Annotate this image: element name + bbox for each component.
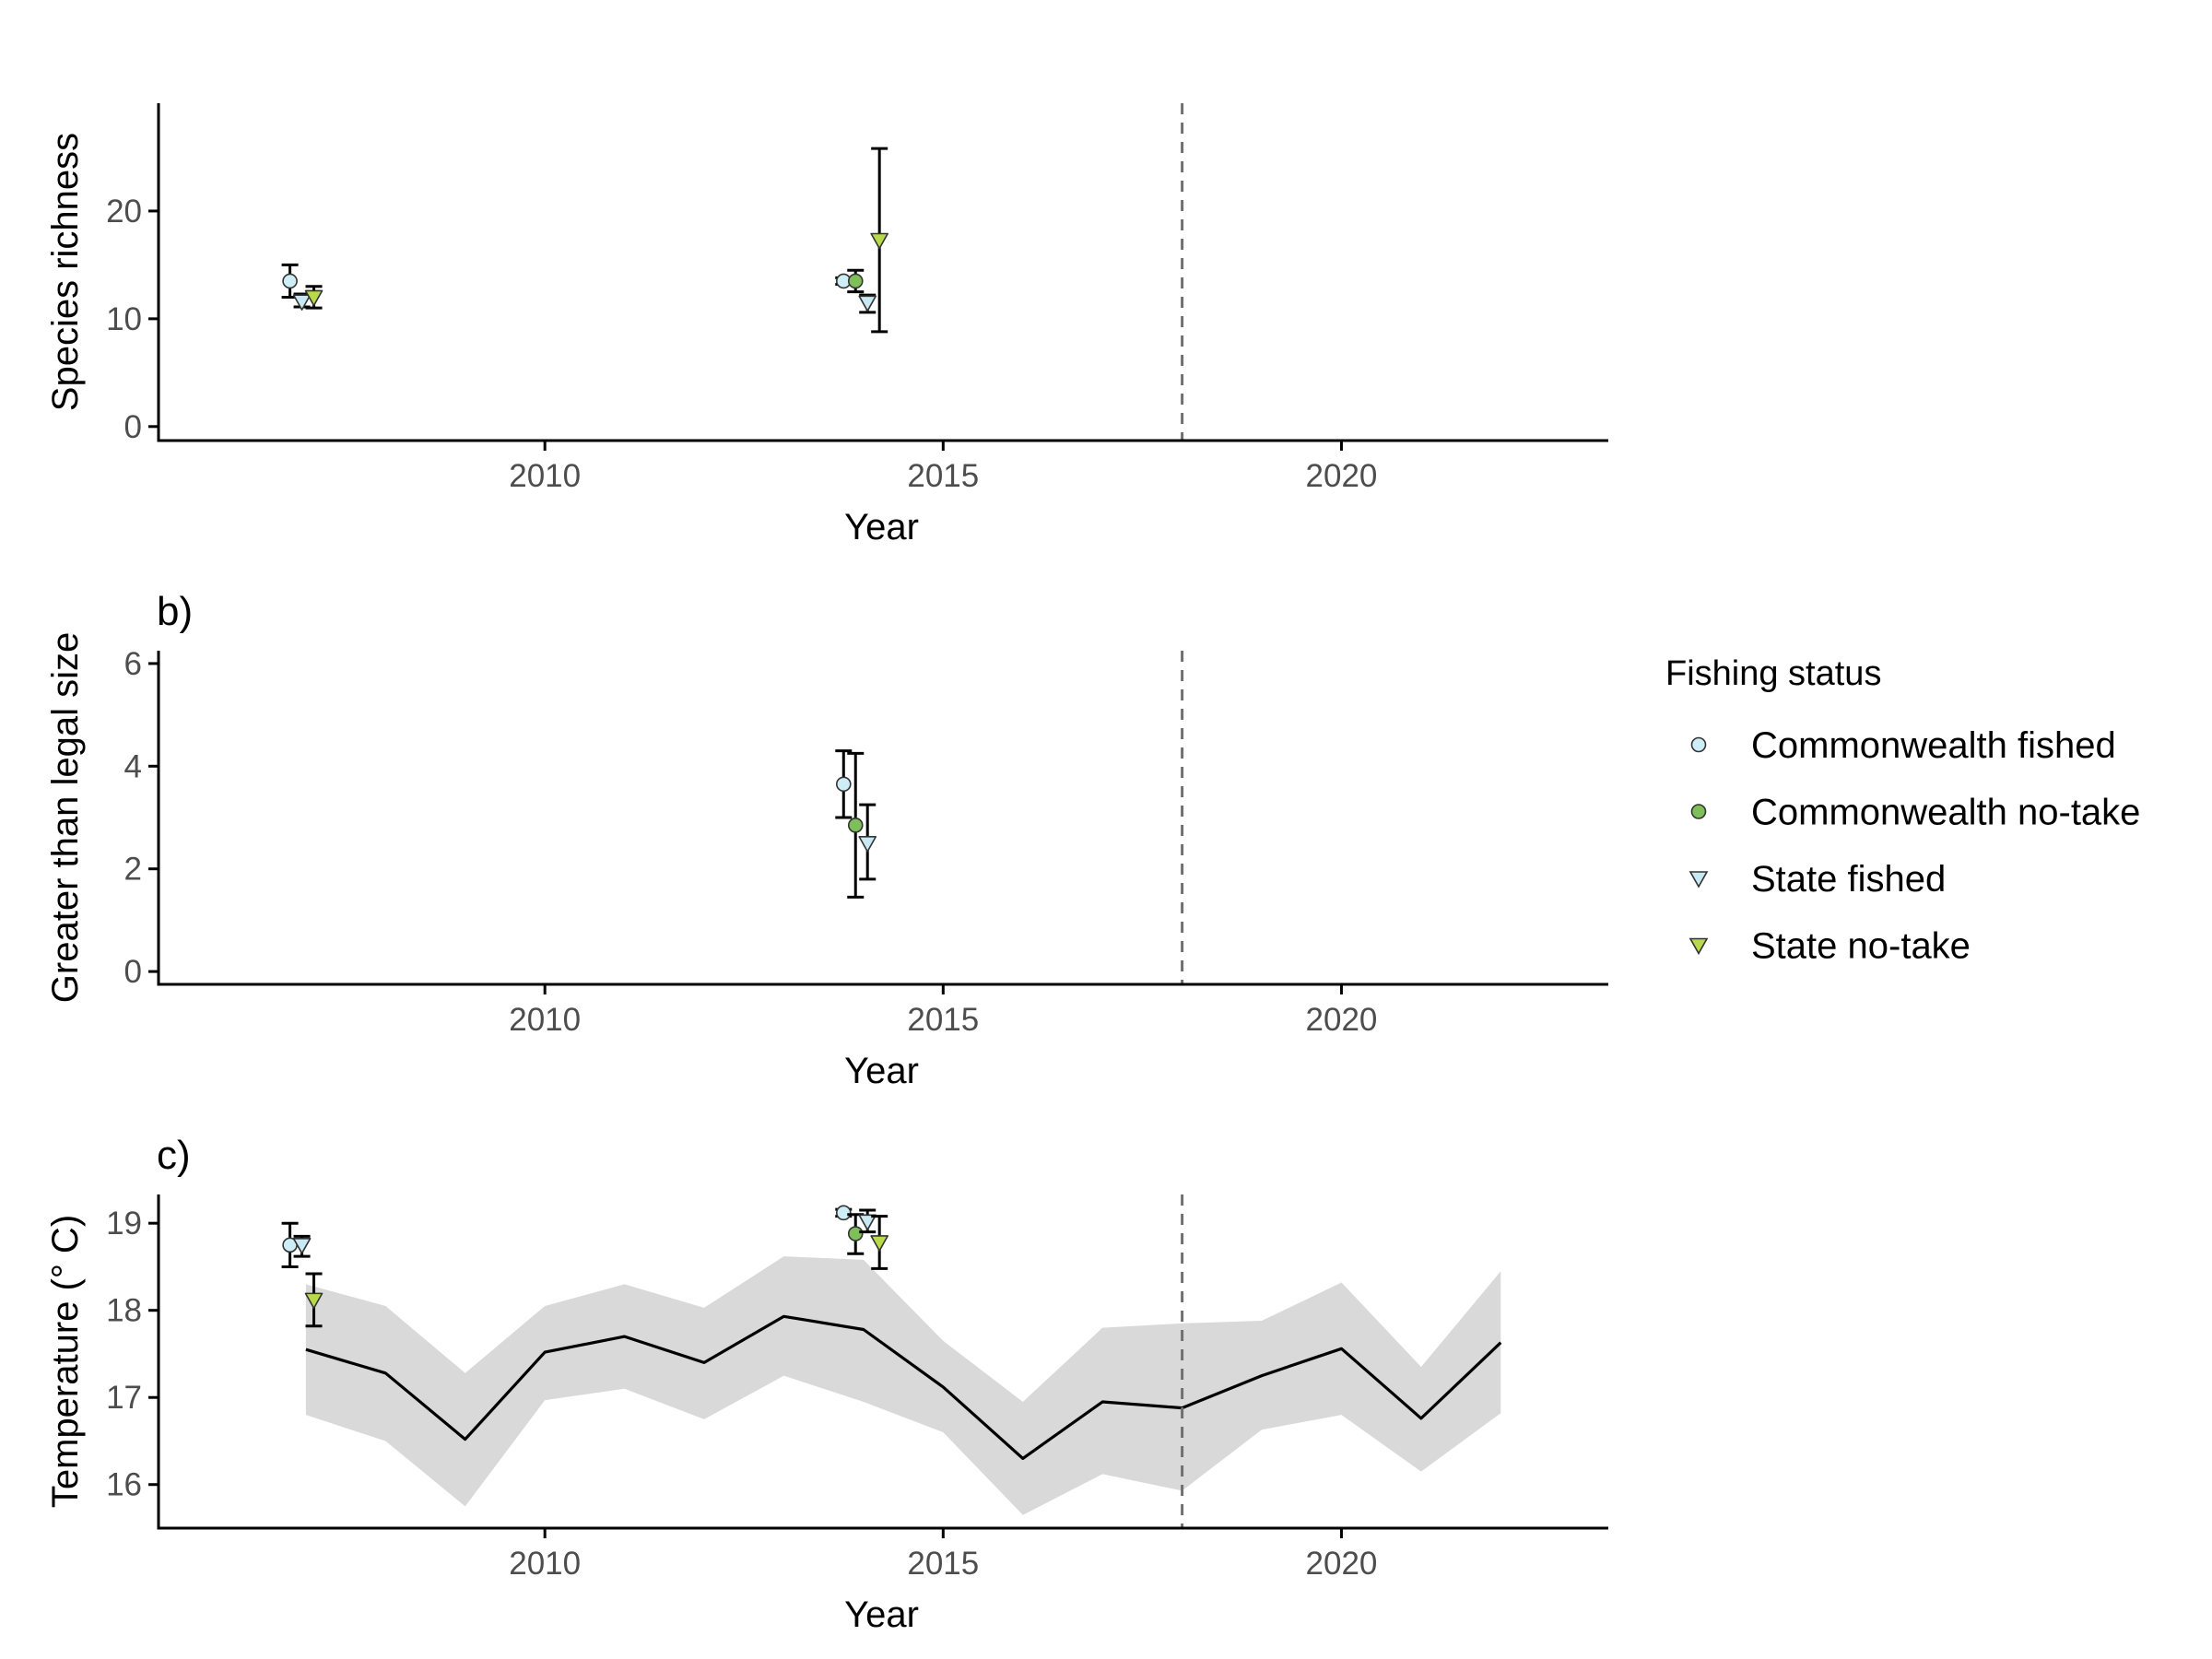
panel-1: 0 10 20 2010 2015 2020 Year Species richness xyxy=(45,103,1608,547)
y-tick-label: 17 xyxy=(106,1380,142,1416)
x-tick-label: 2010 xyxy=(509,458,581,494)
panel-tag: c) xyxy=(157,1133,191,1178)
y-axis-title: Greater than legal size xyxy=(45,632,86,1003)
x-axis-title: Year xyxy=(844,1594,919,1635)
mean-temperature-line xyxy=(305,1314,1502,1460)
x-tick-label: 2020 xyxy=(1306,1002,1378,1038)
data-point xyxy=(304,289,324,307)
panel-3: 16 17 18 19 2010 2015 2020 Year Temperature (° C… xyxy=(45,1133,1608,1635)
x-tick-label: 2015 xyxy=(907,458,979,494)
legend-label: Commonwealth no-take xyxy=(1751,793,2140,833)
y-tick-label: 19 xyxy=(106,1206,142,1241)
y-tick-label: 10 xyxy=(106,301,142,337)
x-tick-label: 2020 xyxy=(1306,1546,1378,1582)
legend-item: Commonwealth fished xyxy=(1690,725,2116,766)
x-tick-label: 2010 xyxy=(509,1002,581,1038)
y-tick-label: 20 xyxy=(106,194,142,229)
legend-key xyxy=(1688,937,1709,956)
data-point xyxy=(292,294,312,311)
y-tick-label: 0 xyxy=(124,954,142,990)
x-tick-label: 2020 xyxy=(1306,458,1378,494)
x-tick-label: 2010 xyxy=(509,1546,581,1582)
confidence-band xyxy=(305,1256,1501,1515)
data-point xyxy=(847,273,864,289)
x-axis-title: Year xyxy=(844,1051,919,1091)
data-point xyxy=(304,1292,324,1310)
x-tick-label: 2015 xyxy=(907,1002,979,1038)
data-point xyxy=(835,1205,852,1221)
data-point xyxy=(858,1214,877,1231)
y-tick-label: 0 xyxy=(124,409,142,445)
legend-item: Commonwealth no-take xyxy=(1690,793,2140,833)
data-point xyxy=(835,776,852,793)
y-tick-label: 4 xyxy=(124,748,142,784)
data-point xyxy=(870,232,888,250)
y-tick-label: 18 xyxy=(106,1293,142,1329)
legend-label: Commonwealth fished xyxy=(1751,725,2116,766)
data-point xyxy=(870,1235,888,1252)
legend-label: State fished xyxy=(1751,859,1946,900)
data-point xyxy=(858,295,877,312)
legend-key xyxy=(1690,804,1707,819)
data-point xyxy=(847,1226,864,1241)
legend-key xyxy=(1690,736,1707,753)
panel-2: 0 2 4 6 2010 2015 2020 Year Greater than legal s… xyxy=(45,589,1608,1091)
legend-key xyxy=(1688,871,1709,888)
y-tick-label: 6 xyxy=(124,646,142,682)
data-point xyxy=(292,1238,312,1254)
y-axis-title: Species richness xyxy=(45,133,86,411)
y-tick-label: 2 xyxy=(124,852,142,888)
legend-item: State no-take xyxy=(1688,926,1971,967)
data-point xyxy=(858,836,877,853)
panel-tag: b) xyxy=(157,589,193,634)
y-tick-label: 16 xyxy=(106,1467,142,1503)
y-axis-title: Temperature (° C) xyxy=(45,1215,86,1508)
legend-item: State fished xyxy=(1688,859,1946,900)
legend: Fishing status Commonwealth fished Commonw… xyxy=(1665,654,2140,967)
data-point xyxy=(282,273,298,289)
x-axis-title: Year xyxy=(844,507,919,547)
legend-title: Fishing status xyxy=(1665,654,1881,693)
x-tick-label: 2015 xyxy=(907,1546,979,1582)
legend-label: State no-take xyxy=(1751,926,1971,967)
data-point xyxy=(847,818,864,833)
